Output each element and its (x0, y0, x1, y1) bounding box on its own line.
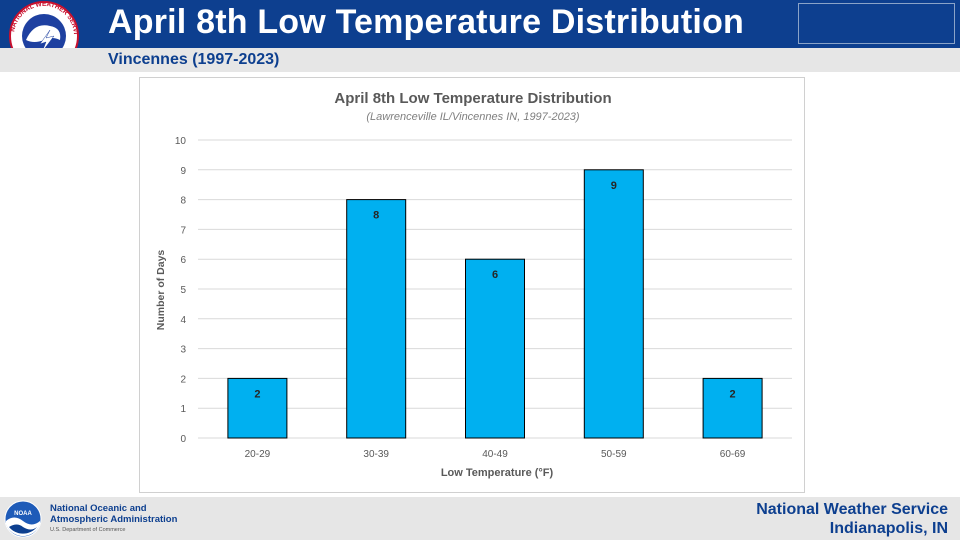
chart-frame: April 8th Low Temperature Distribution (… (139, 77, 805, 493)
bar-data-label: 8 (373, 210, 379, 222)
page-title: April 8th Low Temperature Distribution (108, 3, 745, 41)
noaa-department: U.S. Department of Commerce (50, 527, 126, 533)
office-line-1: National Weather Service (756, 501, 948, 518)
office-name: National Weather Service Indianapolis, I… (756, 500, 948, 538)
bar-data-label: 2 (730, 388, 736, 400)
x-axis-label: Low Temperature (°F) (441, 467, 554, 479)
y-tick-label: 3 (180, 345, 186, 356)
y-tick-label: 2 (180, 374, 186, 385)
bar-data-label: 2 (254, 388, 260, 400)
x-tick-label: 50-59 (601, 449, 627, 460)
bar-60-69 (702, 377, 763, 439)
office-line-2: Indianapolis, IN (829, 520, 948, 537)
x-tick-label: 60-69 (720, 449, 746, 460)
bar-20-29 (227, 377, 288, 439)
subtitle-bar (0, 48, 960, 72)
chart-subtitle: (Lawrenceville IL/Vincennes IN, 1997-202… (366, 111, 580, 123)
y-tick-label: 5 (180, 285, 186, 296)
bar-chart: April 8th Low Temperature Distribution (… (155, 90, 792, 479)
bar-40-49 (465, 258, 525, 439)
y-tick-label: 6 (180, 255, 186, 266)
noaa-logo-text: NOAA (14, 511, 32, 517)
footer-bar (0, 497, 960, 540)
y-axis-label: Number of Days (155, 250, 167, 331)
x-tick-label: 40-49 (482, 449, 508, 460)
header-placeholder-box (798, 3, 955, 44)
y-tick-label: 1 (180, 404, 186, 415)
x-tick-label: 30-39 (363, 449, 389, 460)
bar-data-label: 9 (611, 180, 617, 192)
noaa-logo: NOAA (4, 500, 42, 538)
y-tick-label: 0 (180, 434, 186, 445)
y-tick-label: 7 (180, 225, 186, 236)
chart-title: April 8th Low Temperature Distribution (334, 90, 611, 107)
x-tick-label: 20-29 (245, 449, 271, 460)
y-tick-label: 10 (175, 136, 187, 147)
bar-50-59 (583, 169, 644, 439)
bar-data-label: 6 (492, 269, 498, 281)
bar-30-39 (346, 199, 407, 439)
page-subtitle: Vincennes (1997-2023) (108, 51, 280, 68)
y-tick-label: 4 (180, 315, 186, 326)
noaa-name: National Oceanic and Atmospheric Adminis… (50, 503, 178, 525)
y-tick-label: 9 (180, 166, 186, 177)
y-tick-label: 8 (180, 196, 186, 207)
